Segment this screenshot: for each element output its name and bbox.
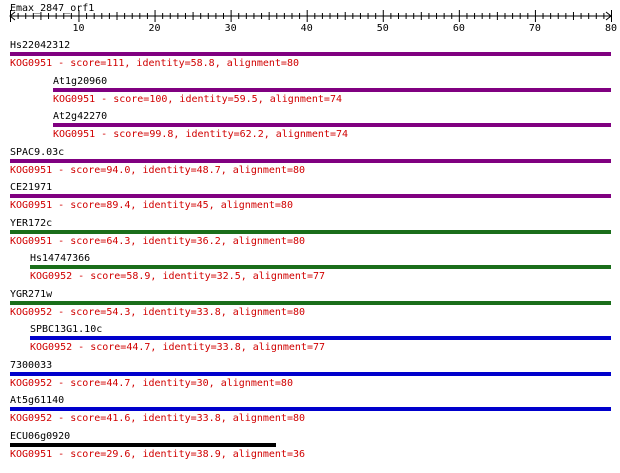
alignment-bar[interactable]	[10, 158, 611, 163]
hit-description: KOG0952 - score=41.6, identity=33.8, ali…	[10, 413, 306, 424]
ruler-tick-label: 60	[453, 23, 465, 34]
alignment-bar[interactable]	[10, 371, 611, 376]
ruler-tick-label: 40	[301, 23, 313, 34]
hit-description: KOG0952 - score=44.7, identity=33.8, ali…	[30, 342, 326, 353]
alignment-bar[interactable]	[10, 229, 611, 234]
ruler-tick-label: 50	[377, 23, 389, 34]
hit-name[interactable]: YGR271w	[10, 288, 53, 300]
ruler-tick-label: 20	[149, 23, 161, 34]
hit-name[interactable]: Hs14747366	[30, 253, 91, 264]
hit-description: KOG0951 - score=94.0, identity=48.7, ali…	[10, 164, 306, 176]
alignment-bar[interactable]	[10, 407, 611, 411]
hit-name[interactable]: ECU06g0920	[10, 430, 71, 442]
alignment-bar[interactable]	[53, 123, 611, 127]
ruler-left-arrow	[9, 11, 16, 21]
alignment-bar[interactable]	[10, 300, 611, 305]
hit-name[interactable]: SPAC9.03c	[10, 146, 65, 158]
hit-description: KOG0952 - score=44.7, identity=30, align…	[10, 377, 293, 389]
ruler-right-arrow	[605, 11, 612, 21]
hit-name[interactable]: SPBC13G1.10c	[30, 324, 103, 335]
hit-name[interactable]: At2g42270	[53, 111, 108, 122]
hit-description: KOG0952 - score=58.9, identity=32.5, ali…	[30, 271, 326, 282]
hit-name[interactable]: YER172c	[10, 217, 53, 229]
alignment-bar[interactable]	[30, 265, 611, 269]
alignment-bar[interactable]	[30, 336, 611, 340]
hit-description: KOG0951 - score=29.6, identity=38.9, ali…	[10, 448, 306, 460]
position-ruler: 10 20 30 40 50 60 70 80	[9, 10, 617, 34]
ruler-tick-label: 10	[72, 23, 84, 34]
hit-name[interactable]: At5g61140	[10, 395, 65, 406]
hit-description: KOG0951 - score=100, identity=59.5, alig…	[53, 93, 342, 105]
hit-name[interactable]: Hs22042312	[10, 40, 71, 51]
alignment-bar[interactable]	[53, 87, 611, 92]
alignment-bar[interactable]	[10, 52, 611, 56]
ruler-tick-label: 30	[225, 23, 237, 34]
ruler-tick-label: 70	[529, 23, 541, 34]
hit-description: KOG0952 - score=54.3, identity=33.8, ali…	[10, 306, 306, 318]
hit-name[interactable]: CE21971	[10, 182, 53, 193]
hit-description: KOG0951 - score=99.8, identity=62.2, ali…	[53, 129, 349, 140]
query-title: Emax_2847_orf1	[10, 3, 95, 14]
ruler-tick-label: 80	[605, 23, 617, 34]
hit-description: KOG0951 - score=89.4, identity=45, align…	[10, 200, 293, 211]
hit-description: KOG0951 - score=111, identity=58.8, alig…	[10, 58, 299, 69]
hit-name[interactable]: 7300033	[10, 359, 53, 371]
alignment-bar[interactable]	[10, 194, 611, 198]
alignment-bar[interactable]	[10, 442, 276, 447]
hit-description: KOG0951 - score=64.3, identity=36.2, ali…	[10, 235, 306, 247]
hit-name[interactable]: At1g20960	[53, 75, 108, 87]
